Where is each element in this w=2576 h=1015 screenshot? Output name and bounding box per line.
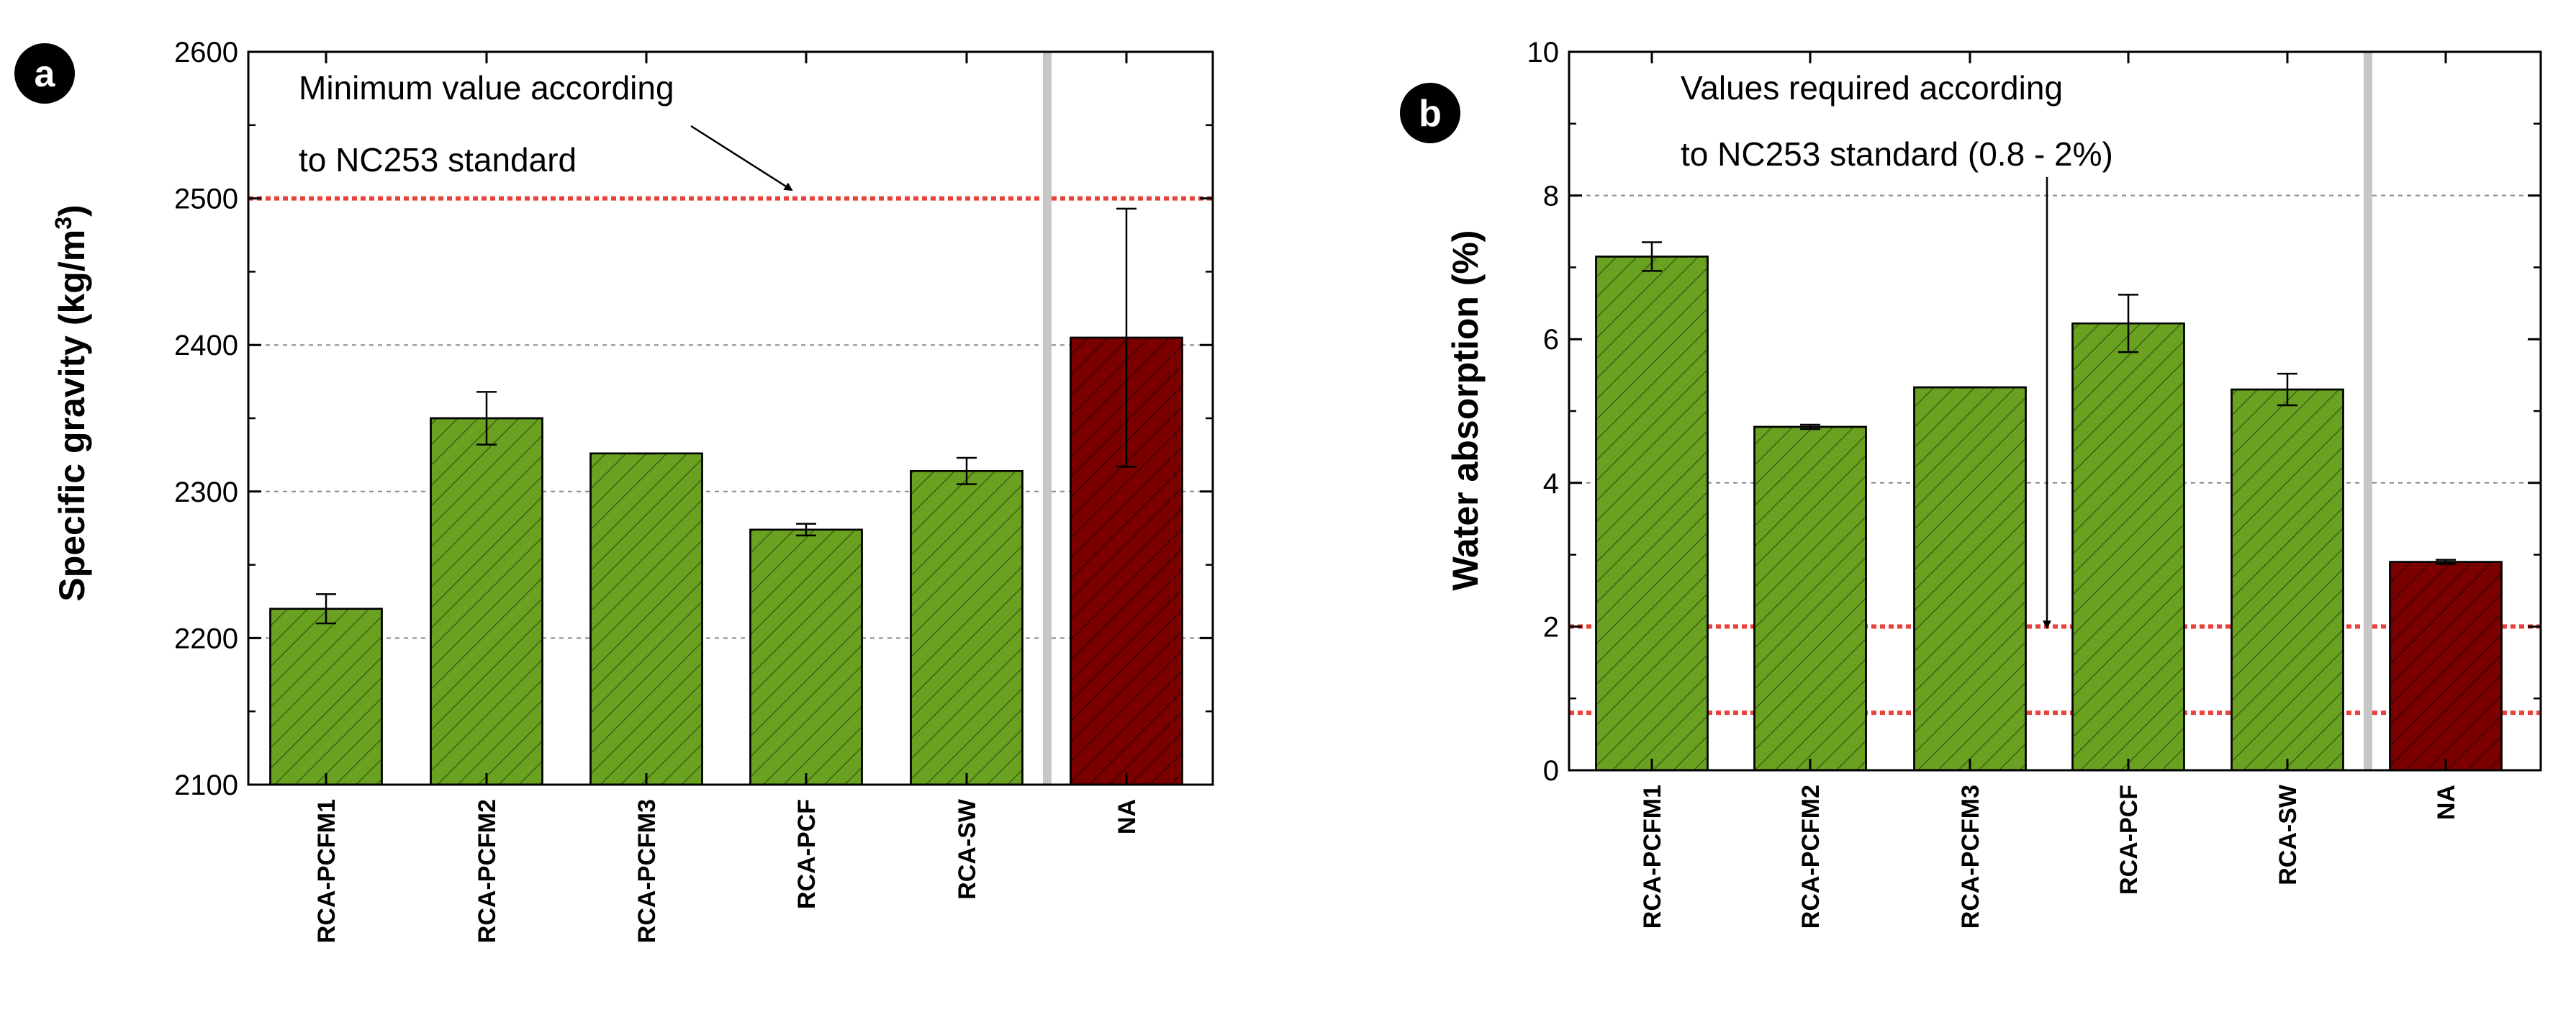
panel-a-ytick-label-5: 2600 [174, 37, 238, 68]
panel-b-error-bar-5 [2436, 559, 2456, 565]
panel-a-ytick-label-3: 2400 [174, 330, 238, 361]
panel-a-bar-hatch-4 [910, 471, 1023, 785]
panel-b-badge-letter: b [1419, 93, 1442, 135]
panel-b-ytick-label-5: 10 [1527, 37, 1560, 68]
panel-b-category-labels: RCA-PCFM1 RCA-PCFM2 RCA-PCFM3 RCA-PCF RCA-SW… [1639, 52, 2460, 929]
panel-b-ytick-label-4: 8 [1543, 181, 1559, 212]
panel-a-category-label-2: RCA-PCFM3 [633, 799, 661, 943]
panel-a-category-label-3: RCA-PCF [793, 799, 821, 909]
panel-a-error-bar-5 [1116, 207, 1136, 468]
panel-a-gridlines [248, 344, 1213, 639]
panel-b-error-bar-4 [2277, 372, 2297, 407]
panel-b-bar-hatch-5 [2390, 561, 2502, 770]
panel-a-badge [14, 43, 75, 104]
panel-b-category-label-5: NA [2433, 785, 2460, 820]
panel-b-reference-lines [1569, 624, 2541, 716]
panel-a-bar-hatch-1 [430, 418, 543, 785]
panel-a-error-bar-0 [316, 593, 336, 625]
panel-b-category-label-3: RCA-PCF [2115, 785, 2143, 895]
panel-b-error-bar-1 [1800, 423, 1820, 430]
panel-b-error-bar-0 [1642, 241, 1662, 272]
panel-b-category-label-2: RCA-PCFM3 [1957, 785, 1984, 929]
panel-b-category-label-1: RCA-PCFM2 [1797, 785, 1825, 929]
panel-b-y-axis-title: Water absorption (%) [1445, 230, 1486, 591]
panel-b-bar-hatch-2 [1914, 387, 2026, 770]
panel-a-annotation-arrow [690, 125, 793, 191]
panel-b-category-label-4: RCA-SW [2274, 784, 2302, 885]
panel-a-error-bar-1 [476, 391, 497, 446]
panel-a-category-label-0: RCA-PCFM1 [313, 799, 340, 943]
panel-a-category-labels: RCA-PCFM1 RCA-PCFM2 RCA-PCFM3 RCA-PCF RCA-SW… [313, 52, 1141, 943]
panel-a-category-label-5: NA [1113, 799, 1141, 834]
panel-b-bar-hatch-0 [1596, 256, 1708, 770]
panel-b-ytick-label-3: 6 [1543, 324, 1559, 356]
panel-a-y-axis-title: Specific gravity (kg/m3) [50, 204, 92, 601]
panel-b-bar-hatch-3 [2072, 323, 2184, 770]
panel-a-error-bars [316, 207, 1136, 625]
panel-b-badge [1400, 83, 1460, 143]
panel-b-error-bar-3 [2118, 294, 2138, 353]
panel-a-ytick-label-1: 2200 [174, 623, 238, 654]
panel-b-bar-hatch-4 [2231, 389, 2344, 770]
panel-a-na-separator [1043, 52, 1052, 785]
panel-a-bar-hatch-2 [590, 453, 702, 785]
panel-a-bar-hatch-0 [270, 608, 382, 785]
panel-b-ytick-label-1: 2 [1543, 611, 1559, 643]
panel-a-ytick-label-2: 2300 [174, 477, 238, 508]
panel-b-gridlines [1569, 194, 2541, 484]
panel-b-bar-hatch-1 [1754, 426, 1866, 770]
panel-a-y-ticks: 2100 2200 2300 2400 2500 2600 [174, 37, 1213, 801]
panel-a-annotation-line-1: Minimum value according [299, 69, 674, 107]
panel-b-y-ticks: 0 2 4 6 8 10 [1527, 37, 2541, 787]
panel-a-category-label-1: RCA-PCFM2 [474, 799, 501, 943]
panel-b-category-label-0: RCA-PCFM1 [1639, 785, 1666, 929]
panel-a-error-bar-4 [957, 456, 977, 485]
panel-b-error-bars [1642, 241, 2456, 565]
panel-a-annotation-line-2: to NC253 standard [299, 141, 577, 179]
panel-a-bar-hatch-3 [750, 529, 862, 785]
panel-b-na-separator [2364, 52, 2372, 770]
panel-b-ytick-label-0: 0 [1543, 755, 1559, 787]
panel-b-annotation-line-2: to NC253 standard (0.8 - 2%) [1681, 135, 2113, 173]
panel-b-ytick-label-2: 4 [1543, 468, 1559, 500]
panel-b-annotation-line-1: Values required according [1681, 69, 2063, 107]
panel-a-ytick-label-4: 2500 [174, 184, 238, 215]
panel-a-y-axis-title-close: ) [52, 204, 92, 217]
panel-a-ytick-label-0: 2100 [174, 770, 238, 801]
panel-a-y-axis-title-sup: 3 [50, 217, 76, 230]
panel-a-error-bar-3 [796, 523, 816, 537]
panel-a-category-label-4: RCA-SW [954, 798, 981, 900]
panel-a-badge-letter: a [35, 53, 56, 95]
